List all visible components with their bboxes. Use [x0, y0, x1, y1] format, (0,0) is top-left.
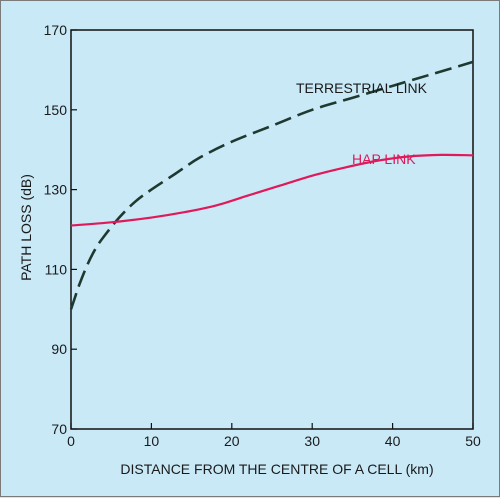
- y-tick-label: 130: [44, 182, 68, 198]
- x-tick-label: 30: [304, 433, 320, 449]
- x-tick-label: 50: [465, 433, 481, 449]
- y-axis-ticks: 70 90 110 130 150 170: [44, 22, 77, 437]
- x-axis-ticks: 0 10 20 30 40 50: [67, 423, 481, 449]
- plot-area: [70, 29, 474, 430]
- x-tick-label: 20: [224, 433, 240, 449]
- x-axis-title: DISTANCE FROM THE CENTRE OF A CELL (km): [120, 461, 433, 477]
- x-tick-label: 10: [144, 433, 160, 449]
- y-tick-label: 170: [44, 22, 68, 38]
- x-tick-label: 0: [67, 433, 75, 449]
- y-tick-label: 110: [45, 261, 68, 277]
- hap-link-line: [70, 153, 474, 227]
- hap-link-label: HAP LINK: [352, 151, 416, 167]
- x-tick-label: 40: [385, 433, 401, 449]
- y-tick-label: 70: [51, 421, 67, 437]
- terrestrial-link-line: [69, 60, 474, 310]
- y-tick-label: 90: [51, 341, 67, 357]
- series-layer: [69, 60, 474, 310]
- terrestrial-link-label: TERRESTRIAL LINK: [296, 80, 428, 96]
- y-axis-title: PATH LOSS (dB): [18, 174, 34, 281]
- y-tick-label: 150: [44, 102, 68, 118]
